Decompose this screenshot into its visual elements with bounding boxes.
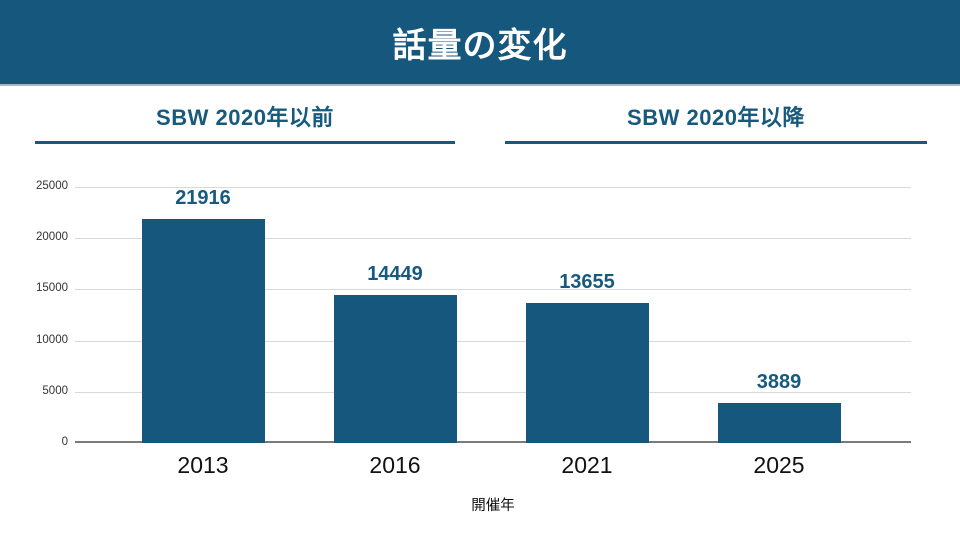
section-header-before-2020: SBW 2020年以前 <box>35 104 455 144</box>
value-label-2016: 14449 <box>367 263 423 285</box>
x-tick-label-2021: 2021 <box>561 452 613 478</box>
section-underline-right <box>505 141 927 144</box>
bar-2016 <box>333 295 457 443</box>
value-label-2025: 3889 <box>756 371 802 393</box>
y-tick-label-5000: 5000 <box>42 385 68 397</box>
bar-2025 <box>717 403 841 443</box>
y-tick-label-25000: 25000 <box>36 180 68 192</box>
x-axis-line <box>75 441 911 443</box>
gridline-20000 <box>75 238 911 239</box>
plot-area: 21916 14449 13655 3889 <box>75 187 911 443</box>
section-label-before-2020: SBW 2020年以前 <box>156 105 334 130</box>
y-tick-label-20000: 20000 <box>36 231 68 243</box>
slide-title: 話量の変化 <box>392 26 568 65</box>
y-tick-label-15000: 15000 <box>36 282 68 294</box>
title-bar: 話量の変化 <box>0 0 960 86</box>
y-tick-label-10000: 10000 <box>36 334 68 346</box>
bar-2021 <box>525 303 649 443</box>
gridline-15000 <box>75 289 911 290</box>
gridline-10000 <box>75 341 911 342</box>
x-axis-title: 開催年 <box>471 498 515 514</box>
section-underline-left <box>35 141 455 144</box>
x-tick-label-2016: 2016 <box>369 452 421 478</box>
value-label-2013: 21916 <box>175 187 231 209</box>
gridline-25000 <box>75 187 911 188</box>
gridline-5000 <box>75 392 911 393</box>
y-tick-label-0: 0 <box>61 436 68 448</box>
value-label-2021: 13655 <box>559 271 615 293</box>
x-tick-label-2025: 2025 <box>753 452 805 478</box>
bar-2013 <box>141 219 265 443</box>
section-header-after-2020: SBW 2020年以降 <box>505 104 927 144</box>
section-label-after-2020: SBW 2020年以降 <box>627 105 805 130</box>
x-tick-label-2013: 2013 <box>177 452 229 478</box>
